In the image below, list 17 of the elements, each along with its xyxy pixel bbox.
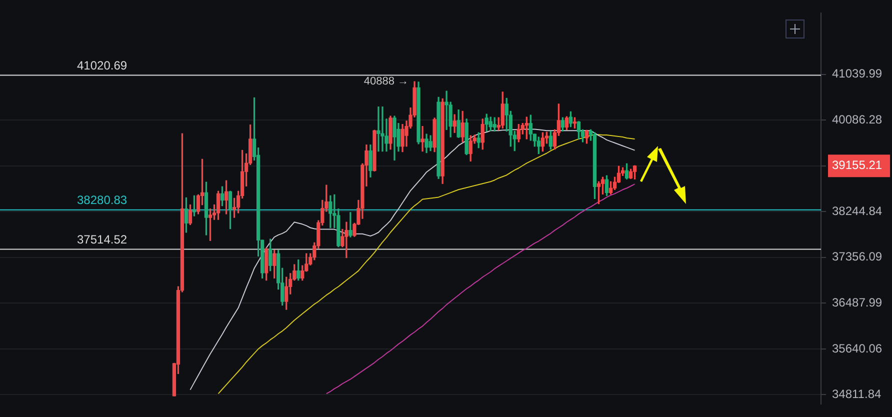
candlestick [344, 222, 348, 258]
y-tick-label: 34811.84 [832, 387, 882, 402]
candlestick [376, 106, 380, 152]
y-tick-label: 37356.09 [832, 250, 882, 264]
y-tick-label: 41039.99 [832, 66, 882, 81]
y-tick-label: 38244.84 [832, 204, 882, 218]
candlestick [380, 106, 384, 152]
annotation: 40888 → [364, 76, 409, 88]
candlestick [420, 126, 424, 152]
y-tick-label: 35640.06 [832, 341, 882, 356]
ref-line-label: 38280.83 [77, 193, 128, 208]
y-tick-label: 36487.99 [832, 296, 882, 310]
y-tick-label: 40086.28 [832, 112, 882, 126]
ref-line-label: 41020.69 [77, 58, 128, 73]
ref-line-label: 37514.52 [77, 232, 128, 247]
y-tick-label: 39155.21 [832, 158, 882, 172]
candlestick [348, 212, 352, 238]
